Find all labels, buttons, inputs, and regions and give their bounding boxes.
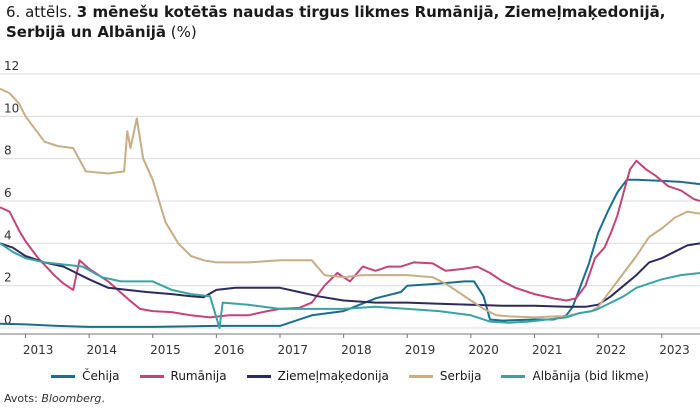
series-line-1 <box>0 159 700 319</box>
x-tick-label: 2018 <box>341 343 372 357</box>
legend-item: Albānija (bid likme) <box>501 367 649 385</box>
legend: Čehija Rumānija Ziemeļmaķedonija Serbija Alb… <box>0 367 700 385</box>
y-tick-label: 6 <box>4 186 12 200</box>
x-tick-label: 2013 <box>23 343 54 357</box>
legend-swatch <box>501 374 526 378</box>
x-tick-label: 2017 <box>277 343 308 357</box>
figure-unit: (%) <box>170 23 197 41</box>
grid-lines <box>0 73 700 329</box>
legend-label: Serbija <box>439 369 482 383</box>
x-tick-label: 2019 <box>405 343 436 357</box>
x-axis: 2013 2014 2015 2016 2017 2018 2019 2020 2021 2022… <box>0 333 700 357</box>
y-axis: 0 2 4 6 8 10 12 <box>4 59 19 327</box>
series-lines <box>0 87 700 329</box>
x-tick-label: 2014 <box>87 343 118 357</box>
x-tick-label: 2022 <box>596 343 627 357</box>
series-line-4 <box>0 242 700 329</box>
legend-item: Rumānija <box>139 367 227 385</box>
legend-swatch <box>51 374 76 378</box>
series-line-2 <box>0 242 700 308</box>
x-tick-label: 2021 <box>532 343 563 357</box>
legend-label: Čehija <box>82 369 120 383</box>
x-tick-label: 2015 <box>150 343 181 357</box>
x-tick-label: 2020 <box>468 343 499 357</box>
source-label: Avots: <box>4 392 38 405</box>
y-tick-label: 0 <box>4 313 12 327</box>
figure-title: 3 mēnešu kotētās naudas tirgus likmes Ru… <box>6 3 666 41</box>
legend-swatch <box>139 374 164 378</box>
legend-swatch <box>246 374 271 378</box>
y-tick-label: 8 <box>4 144 12 158</box>
x-tick-label: 2016 <box>214 343 245 357</box>
series-line-0 <box>0 178 700 328</box>
series-line-3 <box>0 87 700 319</box>
legend-label: Ziemeļmaķedonija <box>277 369 389 383</box>
source-end: . <box>101 392 105 405</box>
y-tick-label: 10 <box>4 101 19 115</box>
chart-title: 6. attēls. 3 mēnešu kotētās naudas tirgu… <box>6 2 696 42</box>
y-tick-label: 2 <box>4 271 12 285</box>
legend-item: Čehija <box>51 367 120 385</box>
figure-number: 6. attēls. <box>6 3 73 21</box>
legend-swatch <box>408 374 433 378</box>
legend-label: Albānija (bid likme) <box>532 369 649 383</box>
legend-item: Ziemeļmaķedonija <box>246 367 389 385</box>
legend-item: Serbija <box>408 367 482 385</box>
source-name: Bloomberg <box>41 392 102 405</box>
y-tick-label: 4 <box>4 228 12 242</box>
source-note: Avots: Bloomberg. <box>4 392 105 405</box>
y-tick-label: 12 <box>4 59 19 73</box>
x-tick-label: 2023 <box>659 343 690 357</box>
legend-label: Rumānija <box>170 369 227 383</box>
